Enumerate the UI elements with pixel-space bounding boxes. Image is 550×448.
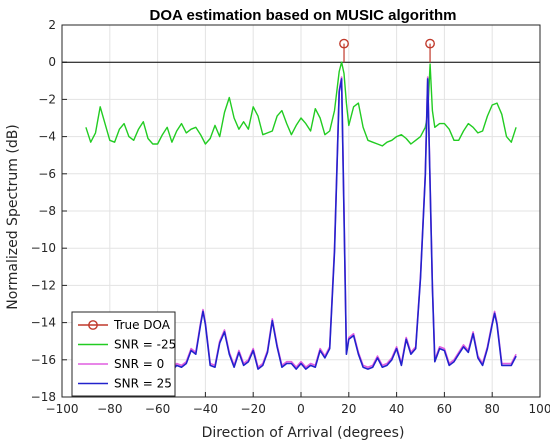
true-doa-marker — [425, 38, 435, 49]
x-tick-labels: −100 −80 −60 −40 −20 0 20 40 60 80 100 — [46, 402, 550, 416]
y-tick-label: −2 — [38, 92, 56, 106]
y-tick-label: −14 — [31, 316, 56, 330]
legend-label: SNR = 0 — [114, 357, 164, 371]
x-tick-label: 60 — [437, 402, 452, 416]
y-tick-label: −4 — [38, 130, 56, 144]
y-tick-label: −18 — [31, 390, 56, 404]
legend-label: True DOA — [113, 318, 171, 332]
grid — [61, 24, 541, 398]
x-tick-label: −80 — [97, 402, 122, 416]
y-tick-label: 2 — [48, 18, 56, 32]
y-tick-label: −12 — [31, 278, 56, 292]
x-tick-label: −100 — [46, 402, 79, 416]
legend-label: SNR = -25 — [114, 338, 176, 352]
plot-frame — [61, 24, 541, 398]
legend-marker — [88, 320, 98, 330]
x-tick-label: 40 — [389, 402, 404, 416]
y-tick-label: −10 — [31, 241, 56, 255]
x-tick-label: 80 — [485, 402, 500, 416]
y-tick-label: −8 — [38, 204, 56, 218]
x-tick-label: −60 — [145, 402, 170, 416]
y-tick-labels: 2 0 −2 −4 −6 −8 −10 −12 −14 −16 −18 — [31, 18, 56, 404]
y-axis-label: Normalized Spectrum (dB) — [5, 124, 21, 310]
x-tick-label: 100 — [529, 402, 550, 416]
x-tick-label: 0 — [297, 402, 305, 416]
series-line-1 — [85, 61, 517, 147]
legend: True DOA SNR = -25 SNR = 0 SNR = 25 — [71, 311, 176, 397]
x-axis-label: Direction of Arrival (degrees) — [202, 425, 405, 441]
true-doa-marker — [339, 38, 349, 49]
y-tick-label: −6 — [38, 167, 56, 181]
true-doa-markers — [339, 38, 435, 63]
chart-title: DOA estimation based on MUSIC algorithm — [150, 7, 457, 24]
x-tick-label: −40 — [193, 402, 218, 416]
y-tick-label: 0 — [48, 55, 56, 69]
x-tick-label: −20 — [241, 402, 266, 416]
legend-label: SNR = 25 — [114, 377, 172, 391]
x-tick-label: 20 — [341, 402, 356, 416]
y-tick-label: −16 — [31, 353, 56, 367]
